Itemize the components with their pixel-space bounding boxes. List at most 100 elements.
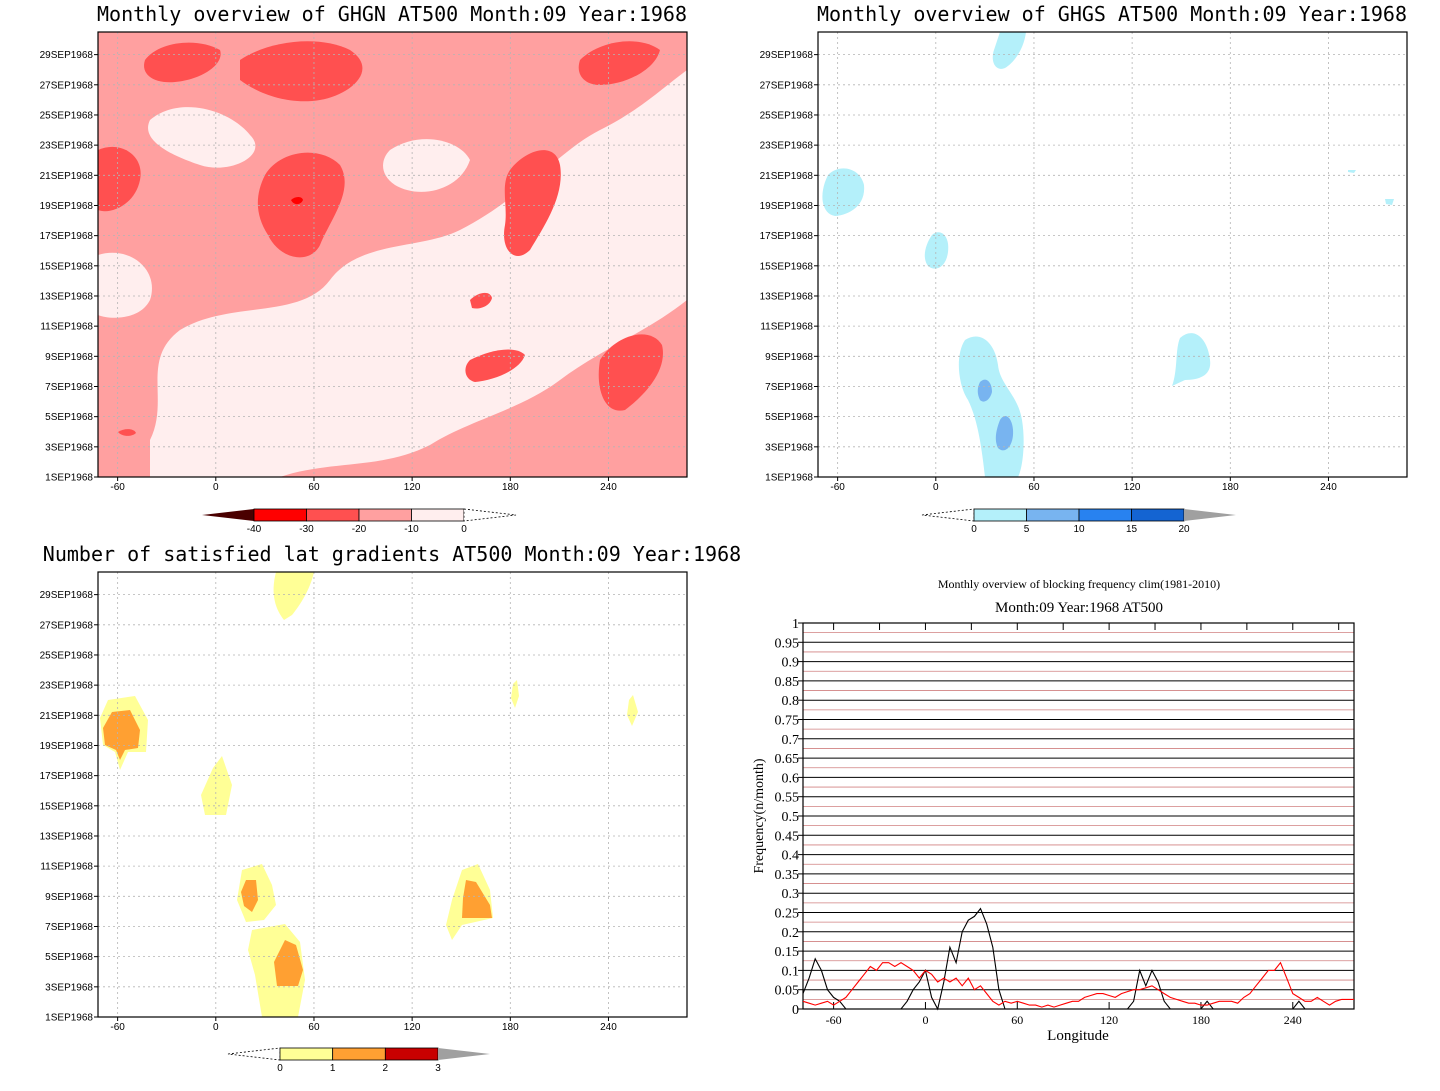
colorbar-swatch <box>306 508 360 522</box>
colorbar-swatch <box>411 508 465 522</box>
panel-lat-gradients-title: Number of satisfied lat gradients AT500 … <box>43 542 741 566</box>
y-tick-label: 17SEP1968 <box>760 231 814 242</box>
ghgs-light-blob-4 <box>958 336 1024 477</box>
y-tick-label: 0.9 <box>782 656 800 671</box>
y-tick-label: 0.5 <box>782 810 800 825</box>
x-tick-label: 60 <box>1011 1013 1023 1027</box>
y-tick-label: 0.85 <box>775 675 800 690</box>
y-tick-label: 7SEP1968 <box>45 922 93 933</box>
y-tick-label: 0.75 <box>775 714 800 729</box>
colorbar-swatch <box>384 1047 439 1061</box>
y-tick-label: 0.65 <box>775 752 800 767</box>
latgrad-yellow-8 <box>627 695 638 726</box>
colorbar-swatch <box>358 508 412 522</box>
y-tick-label: 17SEP1968 <box>40 231 94 242</box>
ghgn-light-region-3 <box>383 139 470 192</box>
ghgn-mid-region-2 <box>240 41 363 102</box>
colorbar-left-arrow <box>202 509 254 521</box>
y-tick-label: 23SEP1968 <box>40 681 94 692</box>
freq-top-ticks <box>833 623 1340 630</box>
y-tick-label: 9SEP1968 <box>45 892 93 903</box>
ghgs-light-blob-7 <box>1385 199 1394 205</box>
y-tick-label: 17SEP1968 <box>40 771 94 782</box>
ghgn-mid-region-7 <box>578 41 660 85</box>
ghgs-light-blob-5 <box>1172 333 1211 386</box>
x-tick-label: 120 <box>1124 482 1141 493</box>
freq-series <box>802 907 1354 1011</box>
colorbar-right-arrow <box>438 1048 490 1060</box>
latgrad-orange-4 <box>462 880 492 918</box>
ghgn-y-ticks: 1SEP1968 3SEP1968 5SEP1968 7SEP1968 9SEP1968… <box>40 50 98 484</box>
latgrad-field <box>100 572 638 1017</box>
x-tick-label: 240 <box>600 482 617 493</box>
y-tick-label: 21SEP1968 <box>760 171 814 182</box>
ghgs-frame <box>817 31 1408 478</box>
colorbar-label: -40 <box>247 524 262 535</box>
colorbar-swatch <box>973 508 1027 522</box>
latgrad-orange-3 <box>274 940 303 986</box>
y-tick-label: 7SEP1968 <box>45 382 93 393</box>
y-tick-label: 3SEP1968 <box>45 982 93 993</box>
y-tick-label: 0 <box>792 1003 799 1018</box>
ghgn-mid-region-3 <box>144 42 221 83</box>
colorbar-label: 1 <box>330 1063 336 1074</box>
x-tick-label: -60 <box>110 1022 125 1033</box>
x-tick-label: 60 <box>1028 482 1040 493</box>
y-tick-label: 1 <box>792 617 799 632</box>
panel-blocking-frequency: Monthly overview of blocking frequency c… <box>752 577 1355 1044</box>
ghgs-field <box>822 32 1394 477</box>
x-tick-label: 120 <box>404 482 421 493</box>
y-tick-label: 1SEP1968 <box>45 473 93 484</box>
ghgn-mid-region-4 <box>98 146 141 212</box>
x-tick-label: 0 <box>213 482 219 493</box>
y-tick-label: 13SEP1968 <box>760 291 814 302</box>
colorbar-label: 5 <box>1024 524 1030 535</box>
ghgs-light-blob-2 <box>822 168 865 216</box>
x-tick-label: 0 <box>922 1013 928 1027</box>
colorbar-label: -20 <box>352 524 367 535</box>
ghgs-mid-blob-1 <box>977 379 992 402</box>
x-tick-label: 240 <box>1284 1013 1302 1027</box>
colorbar-label: 0 <box>277 1063 283 1074</box>
y-tick-label: 5SEP1968 <box>765 412 813 423</box>
x-tick-label: -60 <box>830 482 845 493</box>
freq-y-ticks: 0 0.05 0.1 0.15 0.2 0.25 0.3 0.35 0.4 0.45 0.5 0.55… <box>775 617 803 1018</box>
y-tick-label: 19SEP1968 <box>40 201 94 212</box>
y-tick-label: 27SEP1968 <box>760 80 814 91</box>
latgrad-colorbar: 0 1 2 3 <box>227 1047 490 1074</box>
y-tick-label: 15SEP1968 <box>40 261 94 272</box>
y-tick-label: 3SEP1968 <box>765 442 813 453</box>
y-tick-label: 1SEP1968 <box>765 473 813 484</box>
y-tick-label: 5SEP1968 <box>45 952 93 963</box>
ghgn-x-ticks: -60 0 60 120 180 240 <box>110 477 617 493</box>
colorbar-swatch <box>1131 508 1185 522</box>
ghgn-field <box>98 32 687 477</box>
x-tick-label: -60 <box>110 482 125 493</box>
y-tick-label: 25SEP1968 <box>40 650 94 661</box>
ghgs-x-ticks: -60 0 60 120 180 240 <box>830 477 1337 493</box>
colorbar-label: -30 <box>299 524 314 535</box>
y-tick-label: 0.3 <box>782 887 800 902</box>
latgrad-y-ticks: 1SEP1968 3SEP1968 5SEP1968 7SEP1968 9SEP1968… <box>40 590 98 1024</box>
y-tick-label: 15SEP1968 <box>40 801 94 812</box>
latgrad-yellow-3 <box>201 756 232 815</box>
y-tick-label: 21SEP1968 <box>40 711 94 722</box>
panel-lat-gradients: Number of satisfied lat gradients AT500 … <box>40 542 742 1074</box>
ghgn-mid-region-6 <box>598 334 663 411</box>
y-tick-label: 0.95 <box>775 636 800 651</box>
frequency-series-line <box>802 961 1354 1008</box>
ghgs-grid <box>818 32 1407 478</box>
y-tick-label: 13SEP1968 <box>40 291 94 302</box>
freq-grid <box>803 622 1354 1010</box>
freq-x-ticks: -60 0 60 120 180 240 <box>826 1002 1302 1027</box>
y-tick-label: 11SEP1968 <box>40 862 93 873</box>
y-tick-label: 21SEP1968 <box>40 171 94 182</box>
y-tick-label: 0.8 <box>782 694 800 709</box>
ghgn-light-region-2 <box>148 107 256 168</box>
y-tick-label: 0.05 <box>775 984 800 999</box>
frequency-series-line <box>802 907 1354 1011</box>
ghgn-light-region-5 <box>98 252 152 318</box>
y-tick-label: 0.45 <box>775 829 800 844</box>
ghgs-light-blob-6 <box>1348 170 1356 173</box>
ghgn-strong-region <box>291 197 303 205</box>
